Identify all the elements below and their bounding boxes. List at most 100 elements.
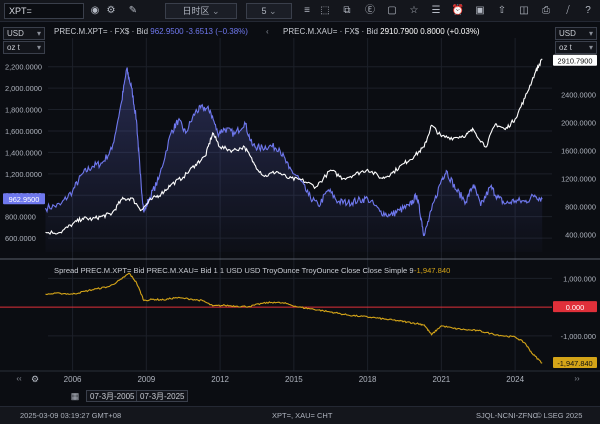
chevron-down-icon: ⌄	[211, 6, 220, 16]
spread-y-tick-label: -1,000.000	[561, 332, 596, 341]
status-source: SJQL-NCNI-ZFNC	[476, 411, 539, 420]
lower-grid	[0, 277, 552, 337]
interval-dropdown[interactable]: 日时区 ⌄	[165, 3, 237, 19]
calendar-icon[interactable]: ▦	[70, 391, 80, 401]
right-currency-select[interactable]: USD ▾	[555, 27, 597, 40]
chevron-down-icon: ▾	[588, 43, 593, 52]
left-y-tick-label: 1,200.0000	[5, 170, 42, 179]
xpt-legend-change: -3.6513 (−0.38%)	[185, 27, 248, 36]
xpt-last-value-tag-text: 962.9500	[9, 195, 40, 204]
spread-zero-tag: 0.000	[553, 301, 597, 313]
xau-legend[interactable]: PREC.M.XAU= · FX$ · Bid 2910.7900 0.8000…	[283, 26, 480, 38]
x-tick-label: 2018	[359, 375, 377, 384]
xpt-legend-value: 962.9500	[150, 27, 184, 36]
xau-legend-name: PREC.M.XAU= · FX$ · Bid	[283, 27, 378, 36]
xpt-legend-name: PREC.M.XPT= · FX$ · Bid	[54, 27, 149, 36]
right-y-tick-label: 1600.0000	[561, 147, 596, 156]
scroll-left-icon[interactable]: ‹‹	[16, 374, 22, 383]
spread-y-tick-label: 1,000.000	[563, 274, 596, 283]
xau-last-value-tag-bg	[553, 54, 597, 66]
left-currency-value: USD	[7, 29, 24, 38]
x-tick-label: 2006	[64, 375, 82, 384]
spread-zero-tag-text: 0.000	[566, 303, 585, 312]
spread-last-value-tag-text: -1,947.840	[557, 359, 592, 368]
xau-legend-change: 0.8000 (+0.03%)	[420, 27, 480, 36]
right-y-tick-label: 2000.0000	[561, 119, 596, 128]
chevron-down-icon: ▾	[36, 43, 41, 52]
alarm-icon[interactable]: ⏰	[451, 5, 465, 16]
xau-last-value-tag: 2910.7900	[553, 54, 597, 66]
dollar-icon[interactable]: Ⓔ	[365, 5, 375, 16]
xau-last-value-tag-text: 2910.7900	[558, 57, 593, 66]
spread-last-value-tag: -1,947.840	[553, 357, 597, 369]
compare-icon[interactable]: ⧉	[343, 5, 351, 16]
settings-icon[interactable]: ⚙	[106, 5, 116, 16]
spread-last-value-tag-bg	[553, 357, 597, 369]
print-icon[interactable]: ⎙	[542, 5, 550, 16]
date-from-input[interactable]: 07-3月-2005	[86, 390, 139, 402]
right-y-tick-label: 400.0000	[565, 231, 596, 240]
left-unit-select[interactable]: oz t ▾	[3, 41, 45, 54]
list-icon[interactable]: ☰	[431, 5, 441, 16]
status-copyright: © LSEG 2025	[536, 411, 583, 420]
status-bar: 2025-03-09 03:19:27 GMT+08 XPT=, XAU= CH…	[0, 406, 600, 424]
help-icon[interactable]: ?	[585, 5, 591, 16]
left-y-tick-label: 1,600.0000	[5, 127, 42, 136]
export-icon[interactable]: ⇧	[497, 5, 507, 16]
right-unit-select[interactable]: oz t ▾	[555, 41, 597, 54]
right-y-tick-label: 1200.0000	[561, 175, 596, 184]
spread-title: Spread PREC.M.XPT= Bid PREC.M.XAU= Bid 1…	[54, 266, 414, 275]
draw-icon[interactable]: ✎	[128, 5, 138, 16]
record-icon[interactable]: ◉	[90, 5, 100, 16]
layout-icon[interactable]: ◫	[519, 5, 529, 16]
xpt-legend[interactable]: PREC.M.XPT= · FX$ · Bid 962.9500 -3.6513…	[54, 26, 248, 38]
date-range-separator: -	[130, 391, 133, 400]
candlestick-icon[interactable]: ≡	[304, 5, 310, 16]
left-y-tick-label: 1,800.0000	[5, 106, 42, 115]
bars-dropdown[interactable]: 5 ⌄	[246, 3, 292, 19]
image-icon[interactable]: ▣	[475, 5, 485, 16]
top-toolbar: XPT= ◉ ⚙ ✎ 日时区 ⌄ 5 ⌄ ≡ ⬚ ⧉ Ⓔ ▢ ☆ ☰ ⏰ ▣ ⇧…	[0, 0, 600, 22]
right-unit-value: oz t	[559, 43, 572, 52]
left-currency-select[interactable]: USD ▾	[3, 27, 45, 40]
chevron-down-icon: ▾	[588, 29, 593, 38]
left-y-tick-label: 2,000.0000	[5, 84, 42, 93]
bars-value: 5	[261, 6, 267, 16]
chart-type-icon[interactable]: ⬚	[320, 5, 330, 16]
instrument-search-input[interactable]: XPT=	[4, 3, 84, 19]
chart-settings-icon[interactable]: ⚙	[30, 374, 40, 384]
trend-tool-icon[interactable]: ⧸	[566, 5, 570, 16]
left-y-tick-label: 2,200.0000	[5, 63, 42, 72]
xau-series-line	[45, 58, 543, 236]
comment-icon[interactable]: ▢	[387, 5, 397, 16]
spread-zero-tag-bg	[553, 301, 597, 313]
right-y-tick-label: 800.0000	[565, 203, 596, 212]
chevron-down-icon: ⌄	[268, 6, 277, 16]
legend-nav[interactable]: ‹	[266, 26, 269, 38]
x-tick-label: 2024	[506, 375, 524, 384]
right-y-tick-label: 2400.0000	[561, 91, 596, 100]
xpt-last-value-tag-bg	[3, 193, 45, 205]
right-currency-value: USD	[559, 29, 576, 38]
left-unit-value: oz t	[7, 43, 20, 52]
status-instruments: XPT=, XAU= CHT	[272, 411, 333, 420]
chevron-down-icon: ▾	[36, 29, 41, 38]
star-icon[interactable]: ☆	[409, 5, 419, 16]
x-tick-label: 2021	[432, 375, 450, 384]
date-to-input[interactable]: 07-3月-2025	[136, 390, 189, 402]
x-tick-label: 2012	[211, 375, 229, 384]
spread-title-value: -1,947.840	[414, 266, 450, 275]
chevron-left-icon: ‹	[266, 27, 269, 36]
xau-legend-value: 2910.7900	[380, 27, 418, 36]
price-chart[interactable]: 2006 2009 2012 2015 2018 2021 2024 600.0000 800.…	[0, 22, 600, 388]
status-timestamp: 2025-03-09 03:19:27 GMT+08	[20, 411, 122, 420]
left-y-tick-label: 800.0000	[5, 213, 36, 222]
x-tick-label: 2009	[137, 375, 155, 384]
xpt-last-value-tag: 962.9500	[3, 193, 45, 205]
left-y-tick-label: 600.0000	[5, 234, 36, 243]
scroll-right-icon[interactable]: ››	[574, 374, 580, 383]
xpt-area-fill	[45, 67, 543, 252]
xpt-series-line	[44, 67, 543, 237]
left-y-tick-label: 1,400.0000	[5, 148, 42, 157]
spread-series-line	[45, 272, 543, 364]
